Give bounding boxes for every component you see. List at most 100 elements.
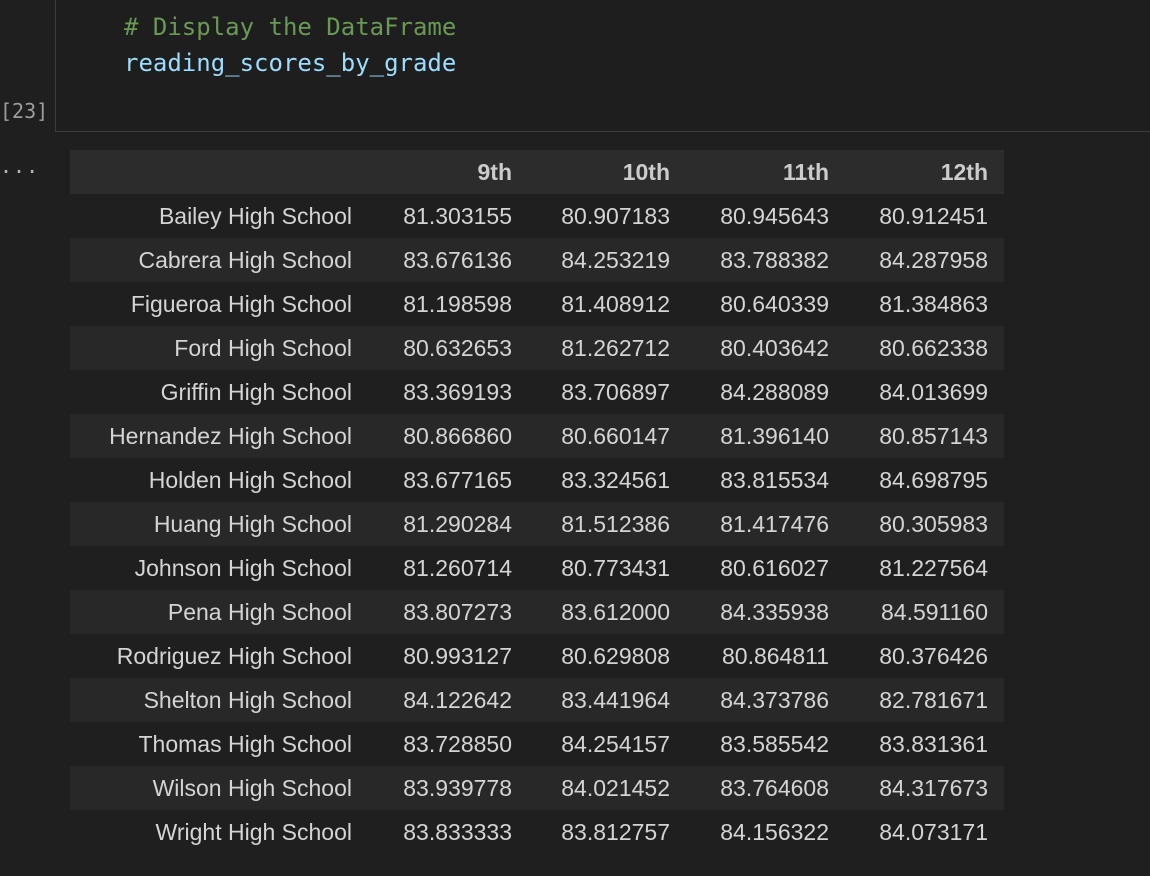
table-row: Figueroa High School 81.198598 81.408912 80… (70, 282, 1004, 326)
table-cell: 84.122642 (403, 686, 512, 713)
table-cell: 83.728850 (403, 730, 512, 757)
table-cell: 80.907183 (561, 202, 670, 229)
code-comment: # Display the DataFrame (124, 13, 457, 41)
row-index-label: Hernandez High School (109, 422, 352, 449)
table-cell: 83.706897 (561, 378, 670, 405)
table-cell: 83.939778 (403, 774, 512, 801)
table-cell: 83.369193 (403, 378, 512, 405)
table-cell: 84.021452 (561, 774, 670, 801)
table-cell: 81.262712 (561, 334, 670, 361)
row-index-label: Huang High School (153, 510, 352, 537)
table-cell: 80.993127 (403, 642, 512, 669)
table-cell: 80.376426 (879, 642, 988, 669)
table-cell: 83.612000 (561, 598, 670, 625)
table-cell: 80.660147 (561, 422, 670, 449)
table-cell: 82.781671 (879, 686, 988, 713)
table-row: Ford High School 80.632653 81.262712 80.403… (70, 326, 1004, 370)
table-cell: 84.254157 (561, 730, 670, 757)
table-cell: 81.417476 (720, 510, 829, 537)
table-cell: 81.198598 (403, 290, 512, 317)
table-row: Griffin High School 83.369193 83.706897 84.… (70, 370, 1004, 414)
table-cell: 83.815534 (720, 466, 829, 493)
table-row: Johnson High School 81.260714 80.773431 80.… (70, 546, 1004, 590)
code-variable: reading_scores_by_grade (124, 49, 457, 77)
row-index-label: Ford High School (174, 334, 352, 361)
table-cell: 83.764608 (720, 774, 829, 801)
table-cell: 80.640339 (720, 290, 829, 317)
index-header (70, 150, 368, 194)
table-cell: 81.227564 (879, 554, 988, 581)
table-row: Thomas High School 83.728850 84.254157 83.5… (70, 722, 1004, 766)
row-index-label: Figueroa High School (130, 290, 352, 317)
table-cell: 84.013699 (879, 378, 988, 405)
table-cell: 81.396140 (720, 422, 829, 449)
row-index-label: Pena High School (167, 598, 352, 625)
table-cell: 80.773431 (561, 554, 670, 581)
column-header: 11th (782, 158, 829, 185)
table-row: Holden High School 83.677165 83.324561 83.8… (70, 458, 1004, 502)
table-cell: 84.373786 (720, 686, 829, 713)
table-cell: 84.335938 (720, 598, 829, 625)
table-cell: 80.403642 (720, 334, 829, 361)
row-index-label: Bailey High School (158, 202, 352, 229)
table-row: Wright High School 83.833333 83.812757 84.1… (70, 810, 1004, 854)
row-index-label: Griffin High School (160, 378, 352, 405)
table-cell: 81.303155 (403, 202, 512, 229)
table-cell: 80.912451 (879, 202, 988, 229)
table-cell: 83.833333 (403, 818, 512, 845)
table-cell: 80.857143 (879, 422, 988, 449)
row-index-label: Wilson High School (152, 774, 352, 801)
table-cell: 80.866860 (403, 422, 512, 449)
table-cell: 81.384863 (879, 290, 988, 317)
table-cell: 83.441964 (561, 686, 670, 713)
table-cell: 80.305983 (879, 510, 988, 537)
table-cell: 80.632653 (403, 334, 512, 361)
table-cell: 84.288089 (720, 378, 829, 405)
table-row: Wilson High School 83.939778 84.021452 83.7… (70, 766, 1004, 810)
row-index-label: Wright High School (155, 818, 352, 845)
row-index-label: Shelton High School (143, 686, 352, 713)
table-cell: 80.864811 (721, 642, 829, 669)
table-row: Pena High School 83.807273 83.612000 84.335… (70, 590, 1004, 634)
table-cell: 80.945643 (720, 202, 829, 229)
column-header: 12th (940, 158, 988, 185)
table-cell: 83.807273 (403, 598, 512, 625)
row-index-label: Johnson High School (134, 554, 352, 581)
table-cell: 84.698795 (879, 466, 988, 493)
row-index-label: Holden High School (148, 466, 352, 493)
table-cell: 80.616027 (720, 554, 829, 581)
row-index-label: Cabrera High School (138, 246, 352, 273)
table-cell: 83.788382 (720, 246, 829, 273)
column-header: 10th (622, 158, 670, 185)
table-cell: 84.287958 (879, 246, 988, 273)
table-header-row: 9th 10th 11th 12th (70, 150, 1004, 194)
row-index-label: Thomas High School (138, 730, 353, 757)
table-cell: 83.677165 (403, 466, 512, 493)
table-cell: 84.073171 (879, 818, 988, 845)
table-cell: 83.676136 (403, 246, 512, 273)
dataframe-table: 9th 10th 11th 12th Bailey High School 81.… (70, 150, 1004, 854)
table-row: Shelton High School 84.122642 83.441964 84.… (70, 678, 1004, 722)
table-cell: 81.512386 (561, 510, 670, 537)
output-actions-button[interactable]: ... (0, 154, 40, 178)
table-row: Cabrera High School 83.676136 84.253219 83.… (70, 238, 1004, 282)
table-row: Bailey High School 81.303155 80.907183 80.9… (70, 194, 1004, 238)
table-cell: 81.290284 (403, 510, 512, 537)
table-cell: 80.662338 (879, 334, 988, 361)
table-cell: 80.629808 (561, 642, 670, 669)
table-cell: 83.812757 (561, 818, 670, 845)
table-cell: 84.317673 (879, 774, 988, 801)
table-cell: 83.324561 (561, 466, 670, 493)
execution-count: [23] (0, 99, 49, 123)
table-row: Huang High School 81.290284 81.512386 81.41… (70, 502, 1004, 546)
code-cell[interactable]: # Display the DataFrame reading_scores_b… (55, 0, 1150, 132)
row-index-label: Rodriguez High School (116, 642, 352, 669)
table-cell: 84.591160 (880, 598, 988, 625)
table-cell: 83.831361 (879, 730, 988, 757)
table-cell: 83.585542 (720, 730, 829, 757)
table-cell: 84.253219 (561, 246, 670, 273)
table-row: Rodriguez High School 80.993127 80.629808 8… (70, 634, 1004, 678)
table-cell: 84.156322 (720, 818, 829, 845)
column-header: 9th (477, 158, 513, 185)
